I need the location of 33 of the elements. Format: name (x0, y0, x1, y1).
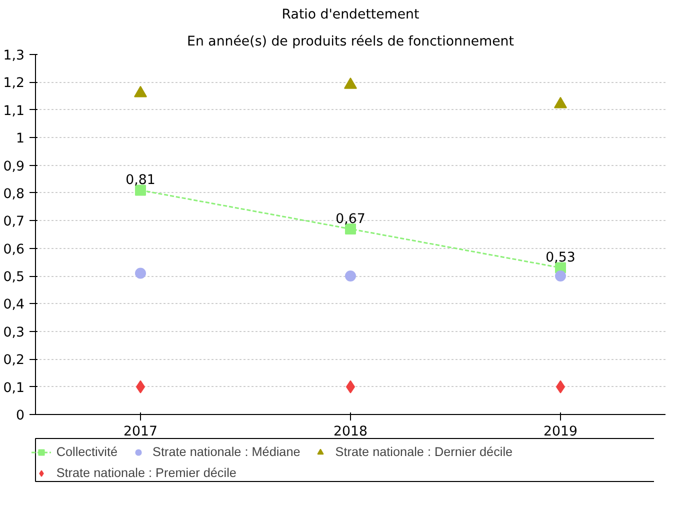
data-label: 0,67 (336, 212, 366, 227)
x-tick-label: 2018 (334, 424, 368, 440)
legend-label: Collectivité (56, 445, 118, 459)
x-tick-label: 2017 (124, 424, 158, 440)
y-tick-label: 0,4 (3, 298, 25, 313)
y-tick-label: 0,7 (3, 214, 25, 230)
y-tick-label: 1,3 (3, 48, 25, 64)
y-tick-label: 0,3 (3, 325, 25, 340)
data-label: 0,53 (546, 250, 576, 266)
chart-subtitle: En année(s) de produits réels de fonctionnement (187, 34, 514, 50)
point (135, 184, 146, 196)
legend-label: Strate nationale : Premier décile (56, 466, 236, 480)
y-tick-label: 0,5 (3, 270, 25, 286)
legend-label: Strate nationale : Dernier décile (335, 445, 513, 459)
legend-label: Strate nationale : Médiane (152, 445, 300, 459)
y-tick-label: 0,2 (3, 353, 25, 368)
point (135, 268, 146, 279)
data-label: 0,81 (126, 173, 156, 188)
y-tick-label: 1,1 (3, 104, 25, 119)
point (344, 78, 357, 89)
point (555, 270, 566, 282)
chart-title: Ratio d'endettement (282, 8, 420, 22)
y-tick-label: 0,1 (3, 380, 25, 396)
point (345, 270, 356, 282)
y-tick-label: 0,6 (3, 242, 25, 258)
y-tick-label: 0 (16, 408, 25, 424)
y-tick-label: 1 (16, 132, 25, 147)
y-tick-label: 0,8 (3, 186, 25, 202)
y-tick-label: 0,9 (3, 159, 25, 174)
x-tick-label: 2019 (544, 424, 578, 440)
y-tick-label: 1,2 (3, 76, 25, 92)
point (554, 96, 567, 108)
point (134, 86, 147, 98)
